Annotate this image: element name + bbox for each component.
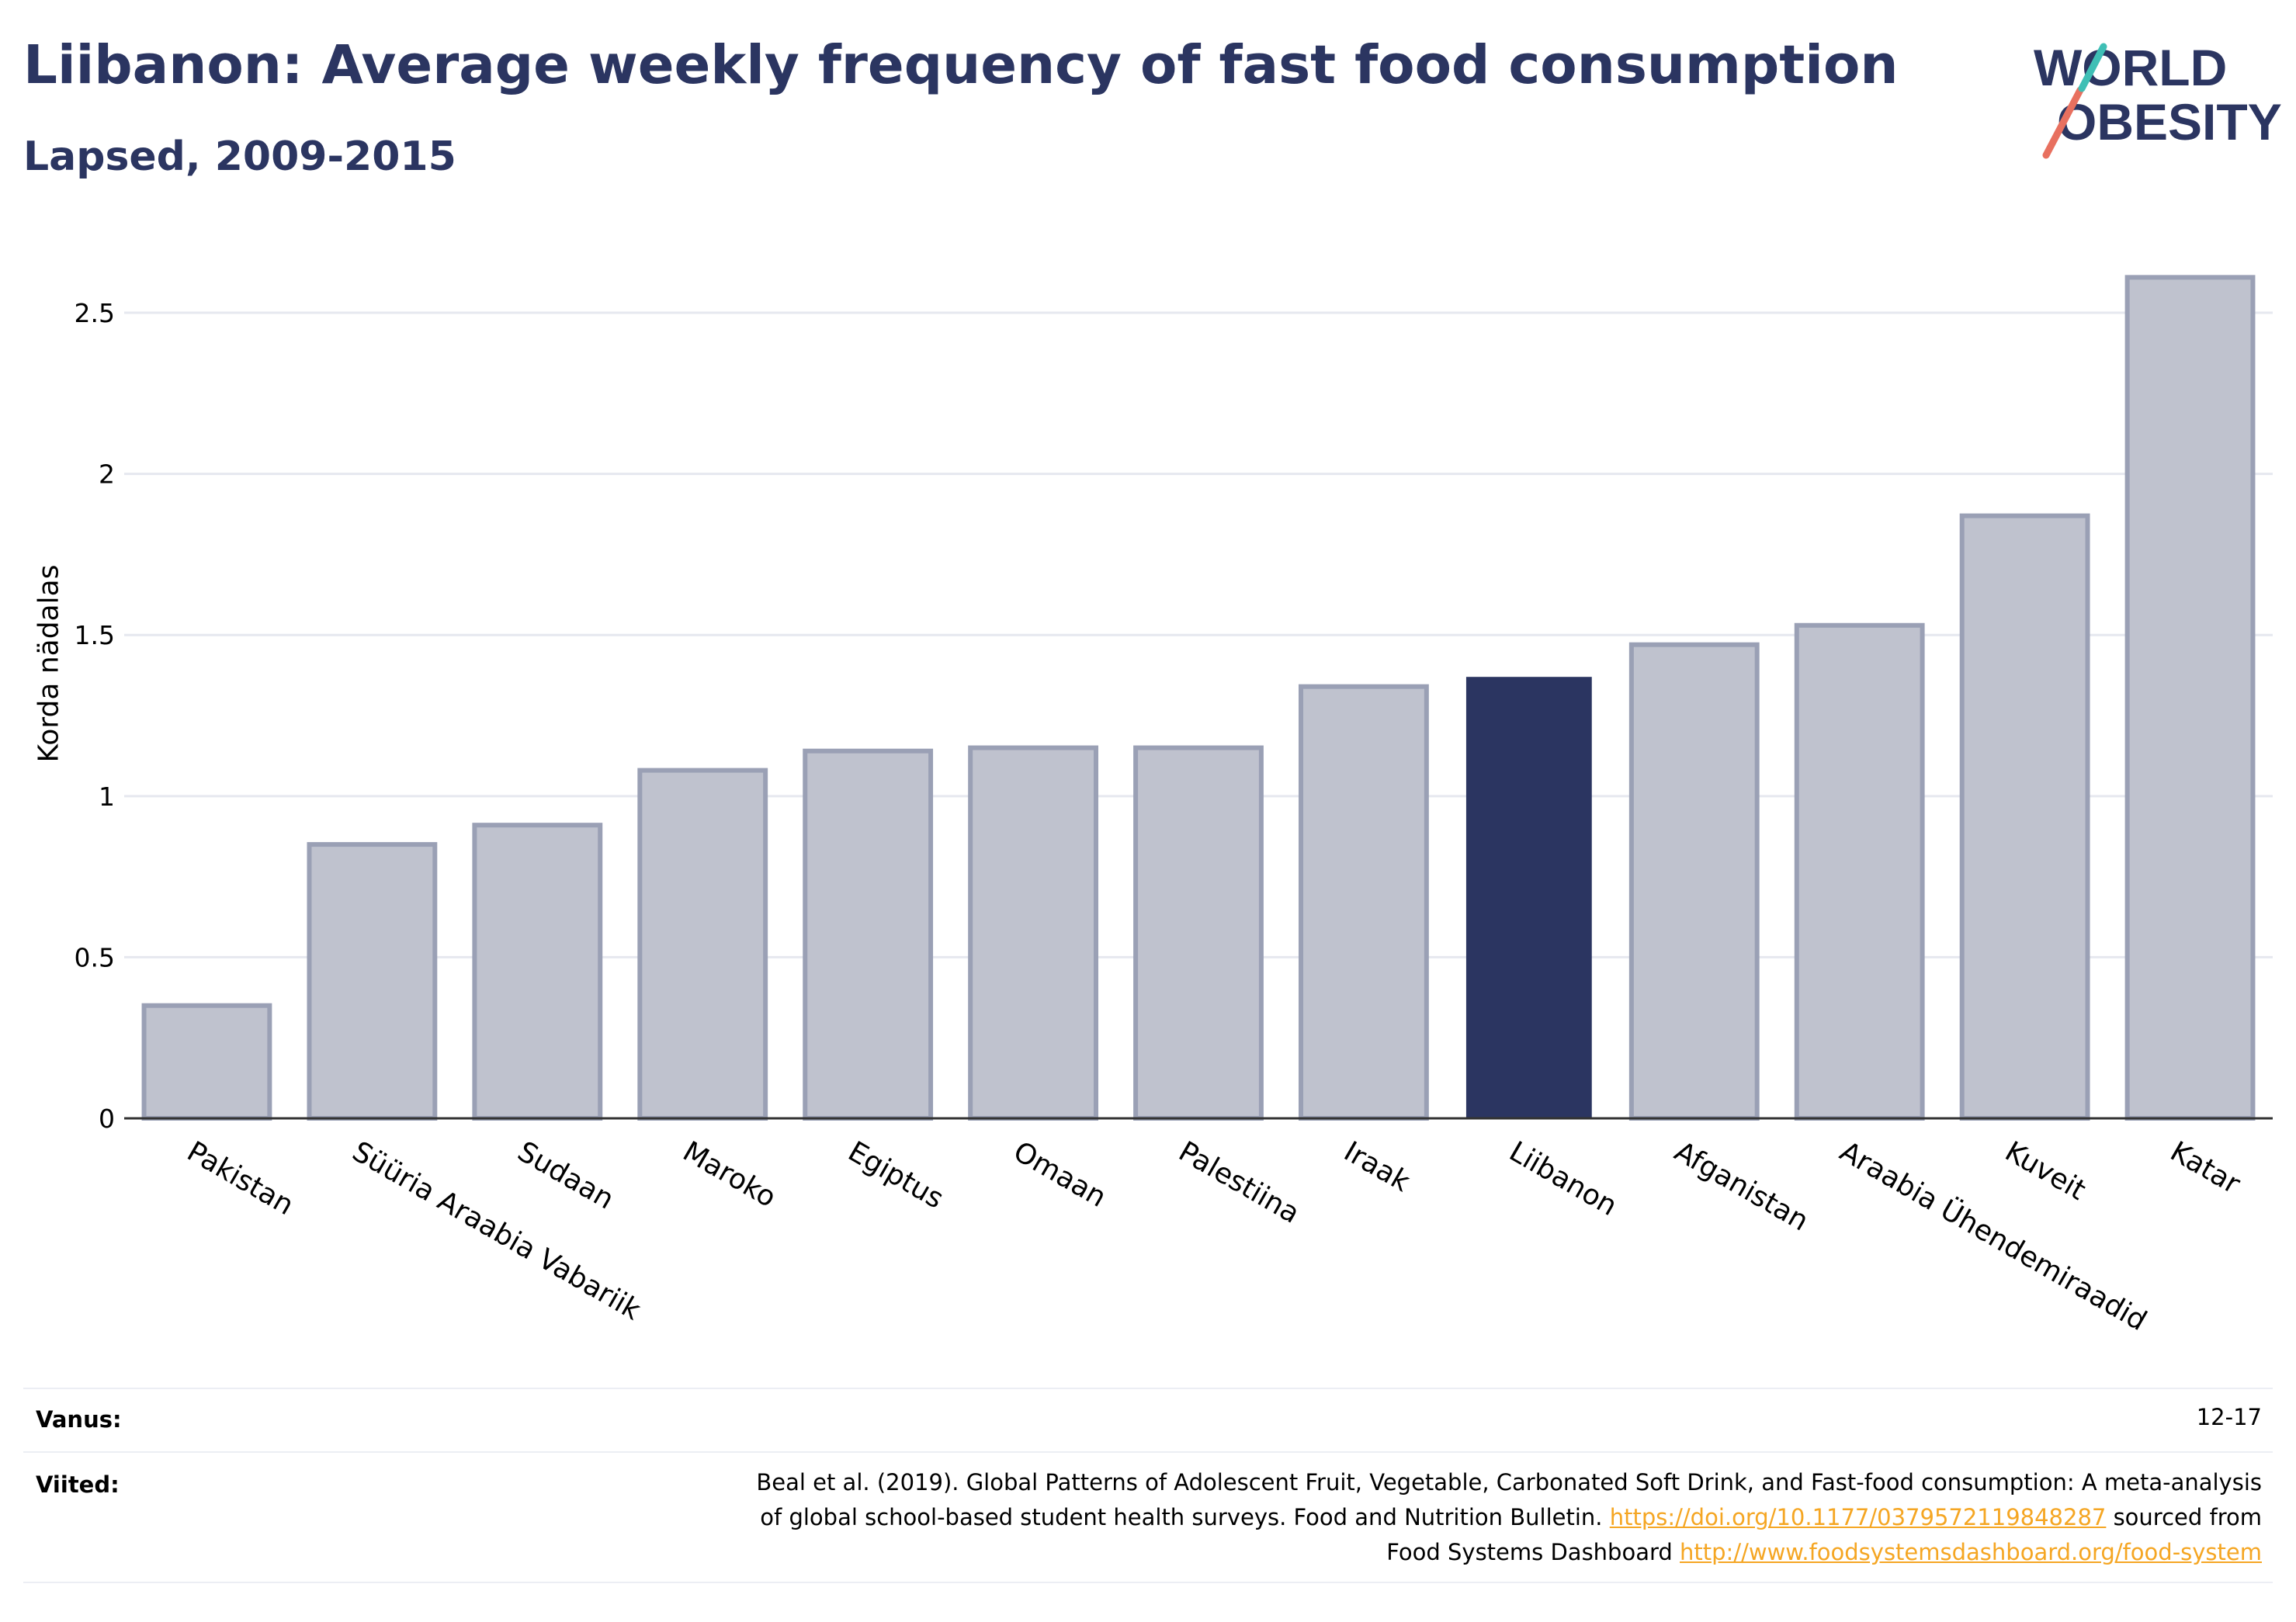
y-tick-label: 2.5 — [75, 298, 115, 328]
age-value: 12-17 — [2196, 1404, 2262, 1430]
bar-katar[interactable] — [2124, 275, 2256, 1121]
bar-chart: 0 0.5 1 1.5 2 2.5 Pakistan Süüria Araabia Vabar… — [75, 275, 2273, 1337]
x-tick-label: Iraak — [1338, 1135, 1415, 1198]
x-tick-label: Maroko — [678, 1135, 782, 1214]
refs-line1: Beal et al. (2019). Global Patterns of A… — [756, 1469, 2262, 1495]
refs-label: Viited: — [36, 1471, 120, 1498]
x-tick-label: Liibanon — [1503, 1135, 1622, 1222]
x-tick-label: Kuveit — [1999, 1135, 2091, 1207]
bar-sudaan[interactable] — [472, 823, 603, 1121]
y-axis-label: Korda nädalas — [33, 564, 65, 763]
logo-line1: WORLD — [2034, 39, 2227, 96]
bar-afganistan[interactable] — [1628, 642, 1760, 1121]
bar-egiptus[interactable] — [803, 748, 934, 1121]
x-tick-label: Pakistan — [182, 1135, 299, 1222]
dashboard-link[interactable]: http://www.foodsystemsdashboard.org/food… — [1680, 1539, 2262, 1565]
bar-omaan[interactable] — [968, 745, 1098, 1121]
y-tick-label: 1.5 — [75, 620, 115, 650]
x-tick-label: Katar — [2165, 1135, 2246, 1201]
refs-text: Beal et al. (2019). Global Patterns of A… — [756, 1465, 2262, 1570]
y-tick-label: 2 — [99, 459, 115, 490]
y-tick-label: 0 — [99, 1104, 115, 1134]
meta-divider — [23, 1451, 2273, 1453]
bar-süüria-araabia-vabariik[interactable] — [307, 842, 438, 1121]
refs-line3: Food Systems Dashboard http://www.foodsy… — [1386, 1539, 2262, 1565]
bar-liibanon[interactable] — [1465, 677, 1592, 1118]
logo-line2: OBESITY — [2057, 93, 2282, 151]
x-tick-label: Sudaan — [512, 1135, 619, 1215]
refs-line2: of global school-based student health su… — [760, 1504, 2262, 1530]
world-obesity-logo: WORLD OBESITY — [2034, 39, 2282, 159]
x-tick-label: Palestiina — [1174, 1135, 1306, 1230]
chart-subtitle: Lapsed, 2009-2015 — [23, 133, 456, 180]
x-tick-label: Süüria Araabia Vabariik — [347, 1135, 646, 1326]
chart-title: Liibanon: Average weekly frequency of fa… — [23, 34, 1899, 96]
x-tick-label: Egiptus — [843, 1135, 949, 1215]
bar-kuveit[interactable] — [1959, 513, 2090, 1121]
x-tick-label: Omaan — [1008, 1135, 1112, 1214]
x-tick-label: Araabia Ühendemiraadid — [1834, 1135, 2152, 1337]
bar-pakistan[interactable] — [141, 1003, 272, 1121]
meta-age-row: Vanus: 12-17 — [23, 1404, 2273, 1445]
x-tick-label: Afganistan — [1669, 1135, 1813, 1237]
y-tick-label: 1 — [99, 782, 115, 812]
doi-link[interactable]: https://doi.org/10.1177/0379572119848287 — [1609, 1504, 2107, 1530]
bar-palestiina[interactable] — [1133, 745, 1264, 1121]
meta-divider — [23, 1388, 2273, 1389]
y-tick-label: 0.5 — [75, 942, 115, 972]
bar-maroko[interactable] — [637, 768, 768, 1121]
meta-refs-row: Viited: Beal et al. (2019). Global Patte… — [23, 1469, 2273, 1580]
bar-araabia-ühendemiraadid[interactable] — [1794, 622, 1925, 1121]
bar-iraak[interactable] — [1299, 684, 1429, 1121]
age-label: Vanus: — [36, 1406, 122, 1433]
meta-divider — [23, 1582, 2273, 1583]
